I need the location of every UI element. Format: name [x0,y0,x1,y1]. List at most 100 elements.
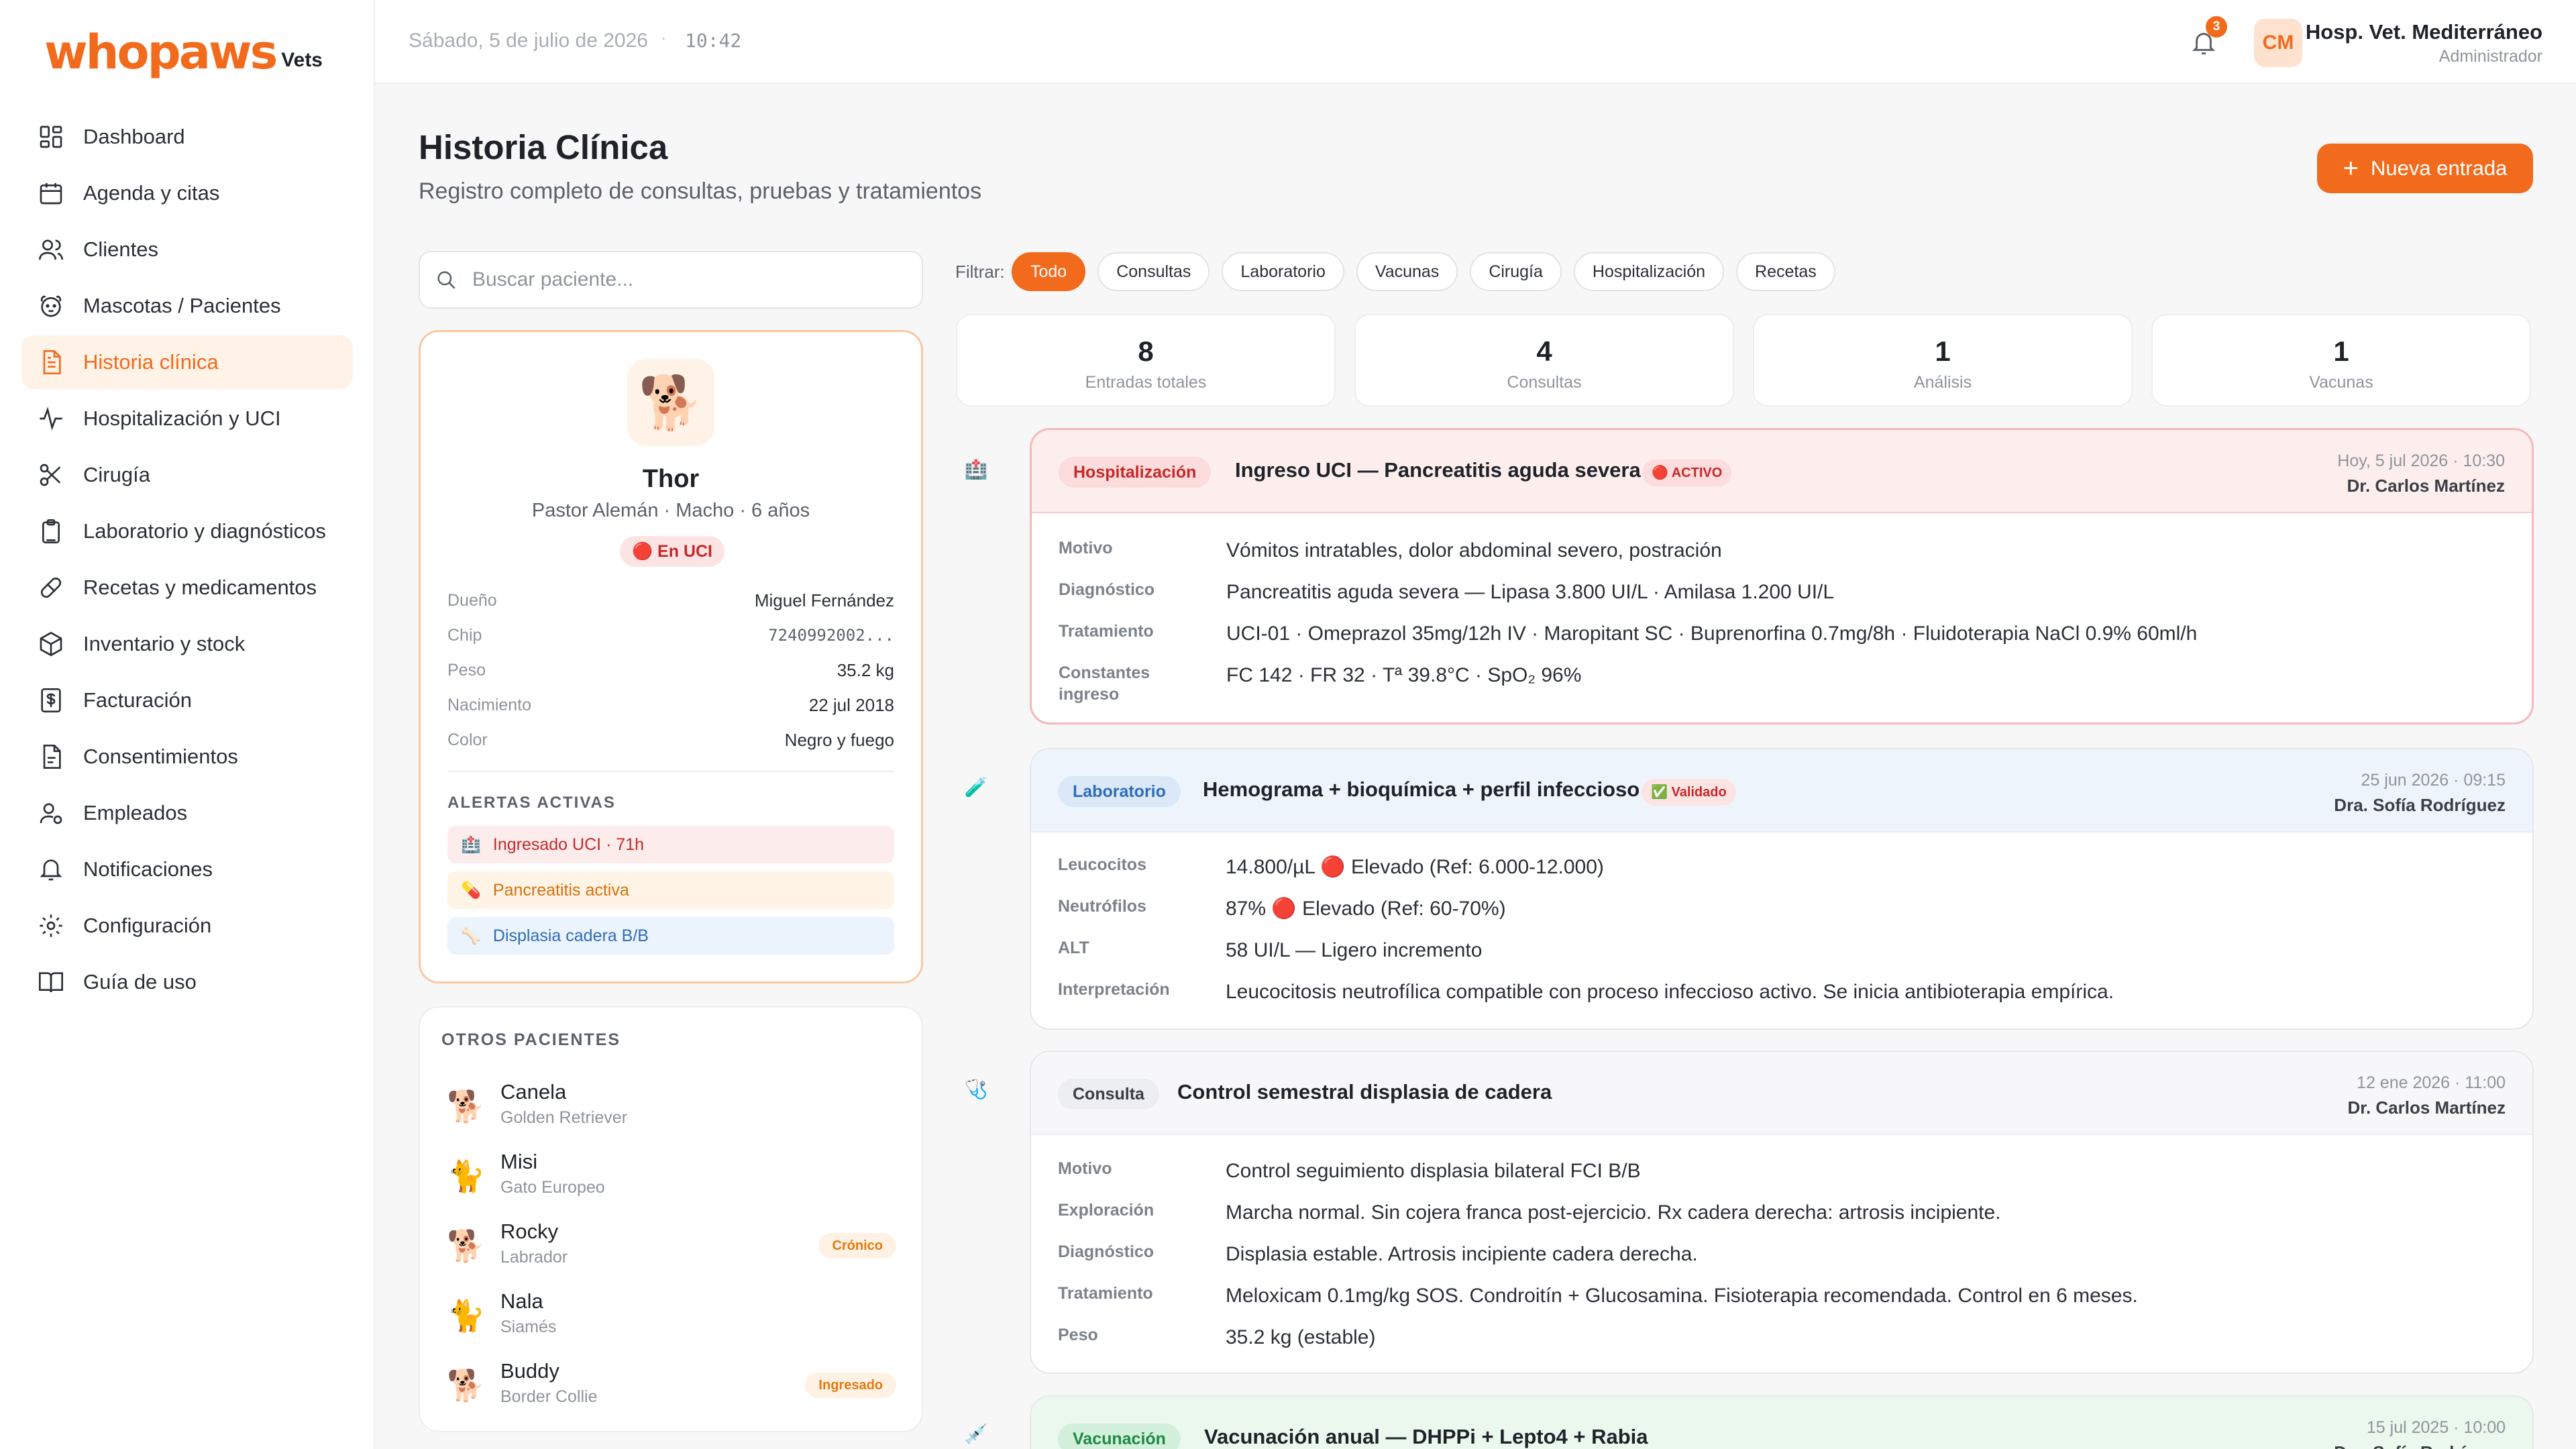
history-entry-consultation[interactable]: Consulta Control semestral displasia de … [1030,1051,2534,1374]
notifications-bell-icon[interactable] [2187,25,2220,59]
list-item[interactable]: 🐈 Nala Siamés [447,1280,896,1347]
filter-chip-hospitalizacion[interactable]: Hospitalización [1573,252,1725,291]
info-value[interactable]: Miguel Fernández [754,590,894,610]
patient-name: Rocky [500,1220,559,1243]
sidebar-item-hospitalizacion[interactable]: Hospitalización y UCI [21,392,353,445]
file-icon [43,745,61,769]
status-badge: Ingresado [805,1373,896,1398]
stat-value: 1 [2333,335,2349,367]
list-item[interactable]: 🐕 Rocky Labrador Crónico [447,1210,896,1277]
sidebar-item-configuracion[interactable]: Configuración [21,899,353,953]
gear-icon [40,914,62,937]
book-icon [39,972,63,993]
entry-row-value: 58 UI/L — Ligero incremento [1226,939,1483,961]
history-entry-hospitalization[interactable]: Hospitalización Ingreso UCI — Pancreatit… [1030,428,2534,724]
sidebar-item-mascotas[interactable]: Mascotas / Pacientes [21,279,353,333]
filter-chip-recetas[interactable]: Recetas [1736,252,1835,291]
user-avatar[interactable]: CM [2254,19,2302,67]
entry-row-value: Pancreatitis aguda severa — Lipasa 3.800… [1226,581,1835,603]
entry-title: Hemograma + bioquímica + perfil infeccio… [1203,777,1640,801]
dog-icon: 🐕 [447,1228,486,1263]
sidebar-item-inventario[interactable]: Inventario y stock [21,617,353,671]
entry-row-key: ALT [1058,938,1089,957]
entry-row-value: 87% 🔴 Elevado (Ref: 60-70%) [1226,898,1506,920]
employee-icon [40,803,62,824]
filter-chip-consultas[interactable]: Consultas [1097,252,1210,291]
current-time: 10:42 [685,30,742,52]
stat-value: 4 [1536,335,1552,367]
new-entry-button[interactable]: + Nueva entrada [2317,144,2533,193]
entry-row-key: Constantes ingreso [1059,663,1150,704]
sidebar-item-agenda[interactable]: Agenda y citas [21,166,353,220]
entry-row-value: Marcha normal. Sin cojera franca post-ej… [1226,1201,2001,1224]
sidebar-item-laboratorio[interactable]: Laboratorio y diagnósticos [21,504,353,558]
other-patients-card: OTROS PACIENTES 🐕 Canela Golden Retrieve… [419,1006,923,1432]
history-entry-laboratory[interactable]: Laboratorio Hemograma + bioquímica + per… [1030,748,2534,1030]
patient-breed: Golden Retriever [500,1108,627,1127]
sidebar-item-consentimientos[interactable]: Consentimientos [21,730,353,784]
filter-chip-cirugia[interactable]: Cirugía [1470,252,1562,291]
list-item[interactable]: 🐈 Misi Gato Europeo [447,1140,896,1208]
patient-breed: Labrador [500,1248,568,1267]
entry-row-value: Leucocitosis neutrofílica compatible con… [1226,981,2114,1003]
entry-header: Hospitalización Ingreso UCI — Pancreatit… [1032,430,2532,513]
entry-row-key: Motivo [1058,1159,1112,1178]
entry-row-value: FC 142 · FR 32 · Tª 39.8°C · SpO₂ 96% [1226,664,1582,686]
entry-type-badge: Laboratorio [1058,776,1181,807]
dog-icon: 🐕 [447,1089,486,1124]
info-row-chip: Chip 7240992002... [447,622,894,649]
search-icon [437,271,455,289]
info-value: 22 jul 2018 [808,694,894,715]
entry-date: 25 jun 2026 · 09:15 [2361,771,2506,790]
sidebar-item-notificaciones[interactable]: Notificaciones [21,843,353,896]
entry-date: 15 jul 2025 · 10:00 [2366,1418,2506,1437]
hospital-name[interactable]: Hosp. Vet. Mediterráneo [2305,20,2542,44]
cat-icon: 🐈 [447,1159,486,1193]
entry-date: 12 ene 2026 · 11:00 [2357,1073,2506,1092]
sidebar-item-label: Cirugía [83,463,150,486]
stat-value: 1 [1935,335,1951,367]
filter-chip-vacunas[interactable]: Vacunas [1356,252,1458,291]
sidebar-item-facturacion[interactable]: Facturación [21,674,353,727]
entry-row-key: Exploración [1058,1201,1155,1220]
logo-suffix: Vets [281,49,323,71]
dog-icon: 🐕 [447,1368,486,1403]
main-nav: Dashboard Agenda y citas Clientes Mascot… [21,110,353,1012]
alert-text: Pancreatitis activa [492,880,629,900]
patient-name: Nala [500,1289,543,1313]
search-input[interactable] [472,268,902,291]
sidebar-item-label: Configuración [83,914,212,937]
invoice-icon [41,688,61,712]
sidebar-item-historia-clinica[interactable]: Historia clínica [21,335,353,389]
entry-title: Control semestral displasia de cadera [1177,1080,1552,1104]
test-tube-icon: 🧪 [964,777,988,798]
history-entry-vaccination[interactable]: Vacunación Vacunación anual — DHPPi + Le… [1030,1395,2534,1449]
sidebar-item-dashboard[interactable]: Dashboard [21,110,353,164]
info-value: 35.2 kg [837,659,894,680]
patient-search[interactable] [419,251,923,309]
sidebar-item-clientes[interactable]: Clientes [21,223,353,276]
entry-row-key: Tratamiento [1058,1284,1153,1303]
list-item[interactable]: 🐕 Canela Golden Retriever [447,1071,896,1138]
activity-icon [40,407,62,431]
filter-chip-todo[interactable]: Todo [1012,252,1086,291]
logo[interactable]: whopaws Vets [44,25,323,79]
bone-icon: 🦴 [461,926,481,945]
entry-type-badge: Vacunación [1058,1424,1181,1449]
sidebar-item-guia[interactable]: Guía de uso [21,955,353,1009]
sidebar-item-empleados[interactable]: Empleados [21,786,353,840]
sidebar-item-label: Laboratorio y diagnósticos [83,519,326,543]
box-icon [40,631,62,657]
list-item[interactable]: 🐕 Buddy Border Collie Ingresado [447,1350,896,1417]
filter-chip-laboratorio[interactable]: Laboratorio [1222,252,1344,291]
sidebar-item-recetas[interactable]: Recetas y medicamentos [21,561,353,614]
info-row-owner: Dueño Miguel Fernández [447,587,894,614]
sidebar-item-cirugia[interactable]: Cirugía [21,448,353,502]
entry-doctor: Dra. Sofía Rodríguez [2334,1442,2506,1449]
pill-icon [40,577,62,598]
alert-text: Ingresado UCI · 71h [492,835,645,854]
entry-date: Hoy, 5 jul 2026 · 10:30 [2337,451,2505,470]
sidebar-item-label: Guía de uso [83,970,197,994]
entry-title: Ingreso UCI — Pancreatitis aguda severa [1235,458,1641,482]
info-row-birth: Nacimiento 22 jul 2018 [447,692,894,718]
